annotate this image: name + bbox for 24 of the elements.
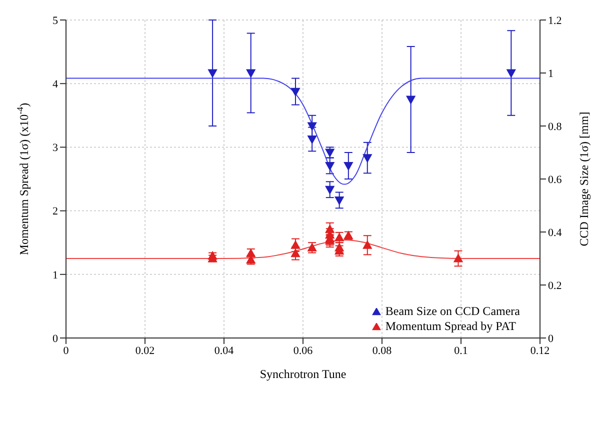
y2-axis-title: CCD Image Size (1σ) [mm]	[577, 112, 591, 246]
y-tick-label: 1	[52, 269, 58, 282]
y-tick-label: 4	[52, 78, 58, 91]
y-tick-label: 0	[52, 332, 58, 345]
y2-tick-label: 1	[548, 68, 554, 80]
legend-label: Momentum Spread by PAT	[385, 319, 516, 333]
x-tick-label: 0	[63, 344, 70, 357]
y2-tick-label: 0.6	[548, 174, 562, 186]
y2-tick-label: 0.4	[548, 226, 562, 239]
x-tick-label: 0.02	[135, 344, 155, 357]
x-tick-label: 0.12	[530, 344, 550, 357]
legend-label: Beam Size on CCD Camera	[385, 304, 520, 318]
x-tick-label: 0.1	[454, 344, 468, 357]
y2-tick-label: 0.2	[548, 280, 562, 292]
y-tick-label: 2	[52, 206, 58, 218]
y2-tick-label: 0.8	[548, 120, 562, 133]
x-axis-title: Synchrotron Tune	[260, 367, 346, 381]
x-tick-label: 0.06	[293, 344, 314, 357]
y-tick-label: 5	[52, 14, 58, 27]
x-tick-label: 0.08	[372, 344, 392, 357]
x-tick-label: 0.04	[214, 344, 234, 357]
y2-tick-label: 1.2	[548, 14, 562, 27]
y2-tick-label: 0	[548, 332, 554, 345]
y-tick-label: 3	[52, 142, 58, 154]
